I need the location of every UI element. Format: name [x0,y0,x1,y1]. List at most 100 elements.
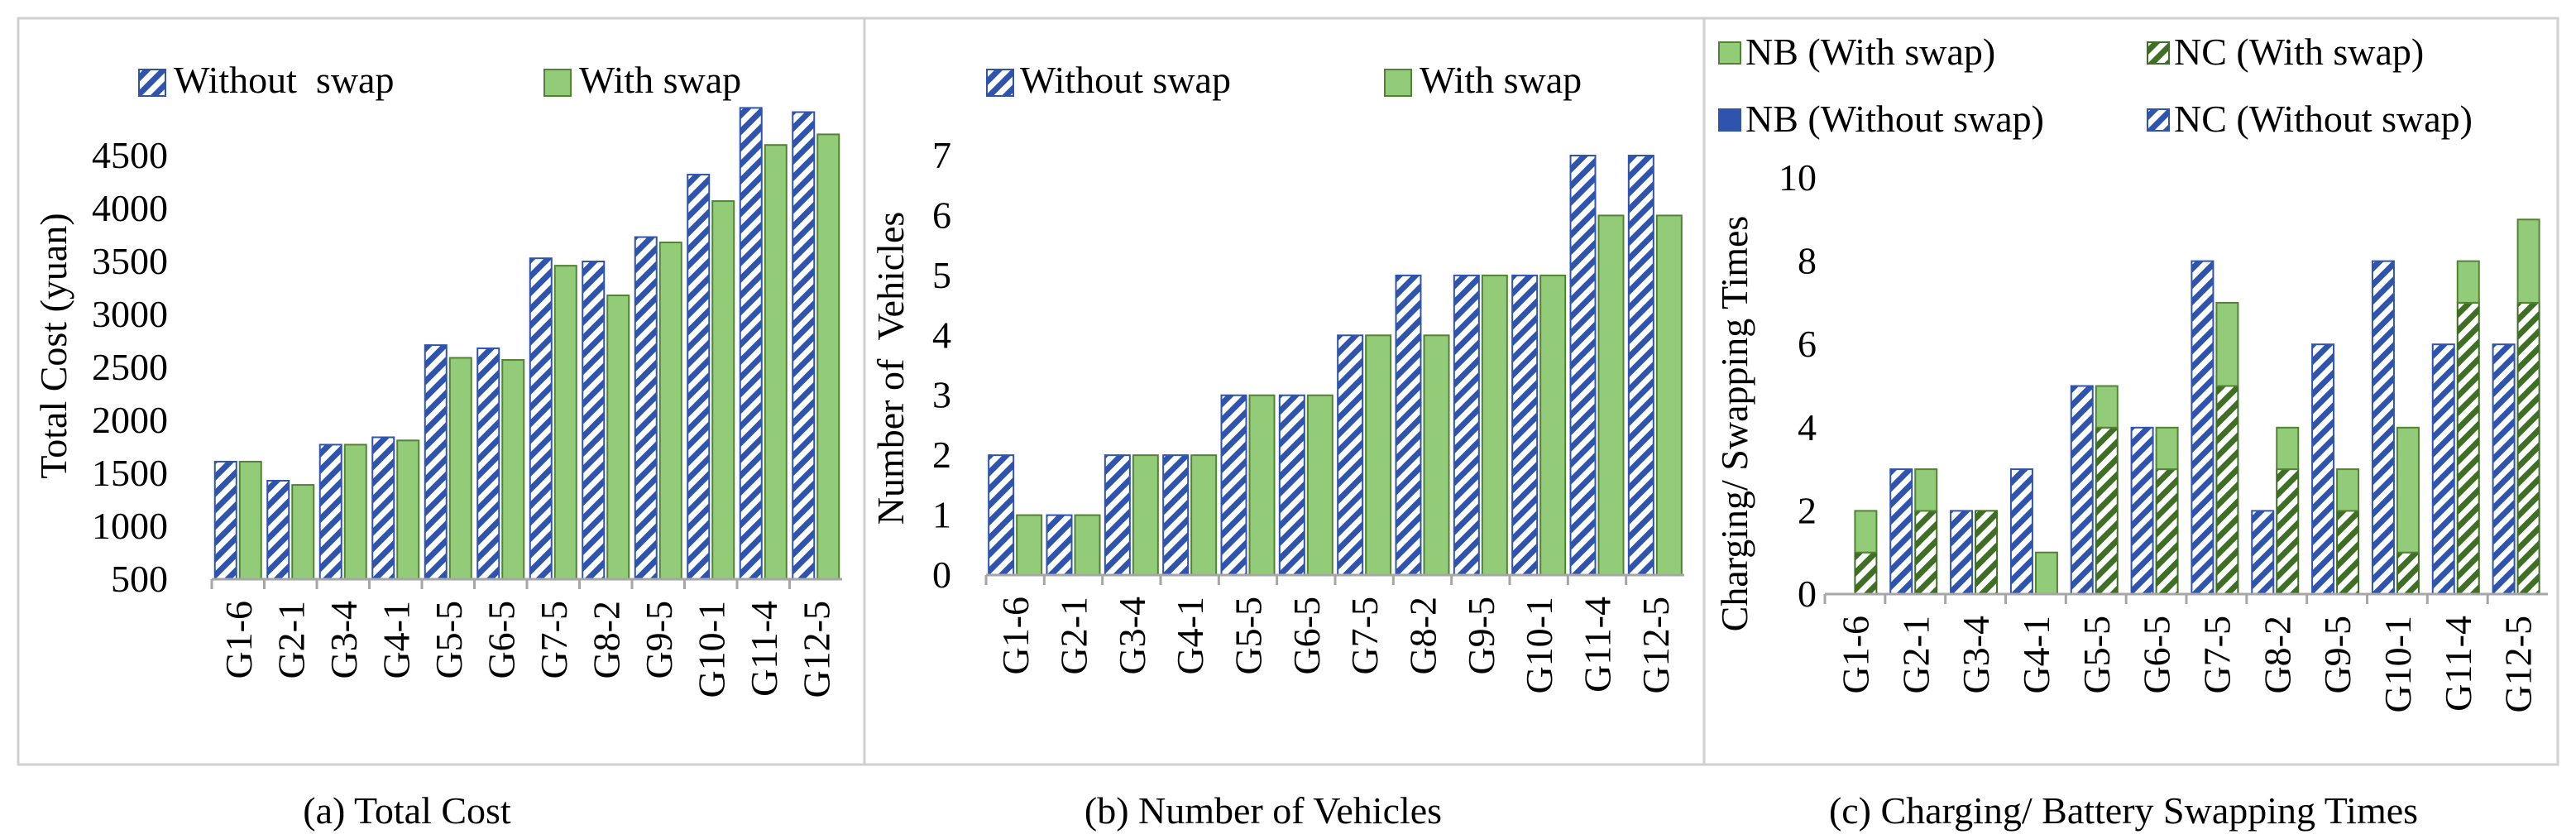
bar-without-swap-g11-4 [1569,155,1597,576]
bar-nc-with-swap-g8-2 [2276,468,2300,595]
x-tick-label-g6-5: G6-5 [2136,616,2178,694]
y-tick-label: 2 [932,434,951,476]
x-tick-label-g7-5: G7-5 [1343,597,1386,675]
legend-label-nc-with-swap: NC (With swap) [2174,31,2424,73]
number-of-vehicles-chart: Without swap With swap Number of Vehicle… [869,59,1684,832]
legend-swatch-with-swap [1384,69,1412,97]
bar-without-swap-g8-2 [582,261,606,580]
outer-frame [17,17,2559,766]
bar-with-swap-g3-4 [343,443,367,580]
y-tick-label: 1 [932,494,951,536]
x-tick-label-g3-4: G3-4 [1955,616,1997,694]
bar-with-swap-g11-4 [1597,214,1625,576]
x-tick-label-g1-6: G1-6 [994,597,1037,675]
y-tick-label: 4000 [92,187,168,229]
bar-nc-with-swap-g5-5 [2095,426,2119,595]
bar-with-swap-g4-1 [1190,454,1218,577]
bar-with-swap-g8-2 [1423,334,1450,576]
bar-nc-without-swap-g7-5 [2191,260,2214,595]
legend-label-nb-without-swap: NB (Without swap) [1745,98,2044,140]
bar-nb-with-swap-g10-1 [2396,426,2420,554]
bar-without-swap-g11-4 [739,107,763,580]
bar-nc-without-swap-g3-4 [1950,510,1974,596]
bar-with-swap-g9-5 [658,241,682,580]
x-tick-label-g12-5: G12-5 [2497,616,2540,713]
y-tick-label: 2000 [92,399,168,441]
bar-with-swap-g6-5 [501,359,525,580]
y-tick-label: 1500 [92,452,168,494]
y-axis-title: Charging/ Swapping Times [1713,216,1755,632]
legend-swatch-without-swap [138,69,166,97]
bar-without-swap-g6-5 [476,347,500,580]
y-tick-label: 6 [1798,323,1817,365]
y-tick-label: 4500 [92,134,168,176]
bar-nb-with-swap-g4-1 [2034,551,2058,596]
bar-with-swap-g2-1 [1074,514,1101,576]
bar-without-swap-g2-1 [266,479,290,581]
bar-without-swap-g4-1 [371,436,395,580]
bar-with-swap-g7-5 [1365,334,1392,576]
bar-without-swap-g2-1 [1046,514,1073,576]
bar-without-swap-g3-4 [318,443,342,580]
bar-nc-with-swap-g6-5 [2155,468,2179,595]
y-tick-label: 4 [932,314,951,356]
x-tick-label-g6-5: G6-5 [480,601,522,679]
bar-without-swap-g5-5 [424,344,448,580]
bar-with-swap-g1-6 [1016,514,1043,576]
legend-swatch-without-swap [986,69,1014,97]
bar-with-swap-g9-5 [1481,274,1508,576]
x-tick-label-g10-1: G10-1 [690,601,732,698]
bar-with-swap-g2-1 [291,484,315,581]
bar-with-swap-g12-5 [816,133,840,580]
bar-nc-without-swap-g5-5 [2070,385,2094,595]
bar-nc-with-swap-g9-5 [2336,510,2360,596]
bar-nb-with-swap-g2-1 [1914,468,1938,512]
x-tick-label-g11-4: G11-4 [743,601,785,697]
x-tick-label-g4-1: G4-1 [2015,616,2057,694]
bar-nc-with-swap-g10-1 [2396,551,2420,596]
x-tick-label-g4-1: G4-1 [1169,597,1211,675]
x-tick-label-g9-5: G9-5 [638,601,680,679]
y-tick-label: 4 [1798,406,1817,448]
bar-nb-with-swap-g11-4 [2456,260,2480,304]
y-axis-title: Number of Vehicles [869,212,912,525]
y-tick-label: 2 [1798,489,1817,531]
y-tick-label: 6 [932,194,951,236]
bar-nb-with-swap-g9-5 [2336,468,2360,512]
bar-with-swap-g10-1 [711,200,735,580]
x-tick-label-g9-5: G9-5 [2316,616,2358,694]
bar-nc-without-swap-g9-5 [2311,343,2335,595]
x-tick-label-g2-1: G2-1 [270,601,312,679]
y-tick-label: 8 [1798,240,1817,282]
bar-nc-with-swap-g2-1 [1914,510,1938,596]
x-tick-label-g12-5: G12-5 [795,601,837,698]
legend-swatch-nb-with-swap [1718,41,1741,65]
legend-label-nb-with-swap: NB (With swap) [1745,31,1995,73]
bar-with-swap-g3-4 [1132,454,1159,577]
legend-c: NB (With swap) NC (With swap) NB (Withou… [1718,31,2473,140]
bar-nc-with-swap-g11-4 [2456,301,2480,595]
y-axis-title: Total Cost (yuan) [32,213,74,478]
bar-nc-with-swap-g7-5 [2215,385,2239,595]
bar-without-swap-g7-5 [529,257,553,580]
bar-without-swap-g3-4 [1104,454,1131,577]
bar-with-swap-g5-5 [448,357,472,580]
bar-nc-without-swap-g6-5 [2130,426,2154,595]
y-tick-label: 10 [1779,156,1817,199]
legend-label-without-swap: Without swap [174,59,394,101]
bar-without-swap-g8-2 [1395,274,1422,576]
x-tick-label-g10-1: G10-1 [1518,597,1560,694]
bar-with-swap-g5-5 [1248,394,1276,577]
x-tick-label-g8-2: G8-2 [2256,616,2298,694]
x-tick-label-g11-4: G11-4 [2437,616,2479,712]
x-tick-label-g4-1: G4-1 [375,601,417,679]
bar-without-swap-g6-5 [1278,394,1305,577]
legend-swatch-nc-without-swap [2147,108,2170,132]
legend-label-with-swap: With swap [1420,59,1582,101]
bar-with-swap-g8-2 [606,294,630,580]
y-tick-label: 7 [932,134,951,176]
legend-swatch-nb-without-swap [1718,108,1741,132]
legend-swatch-with-swap [543,69,572,97]
x-tick-label-g5-5: G5-5 [1228,597,1270,675]
bar-with-swap-g11-4 [764,144,788,580]
